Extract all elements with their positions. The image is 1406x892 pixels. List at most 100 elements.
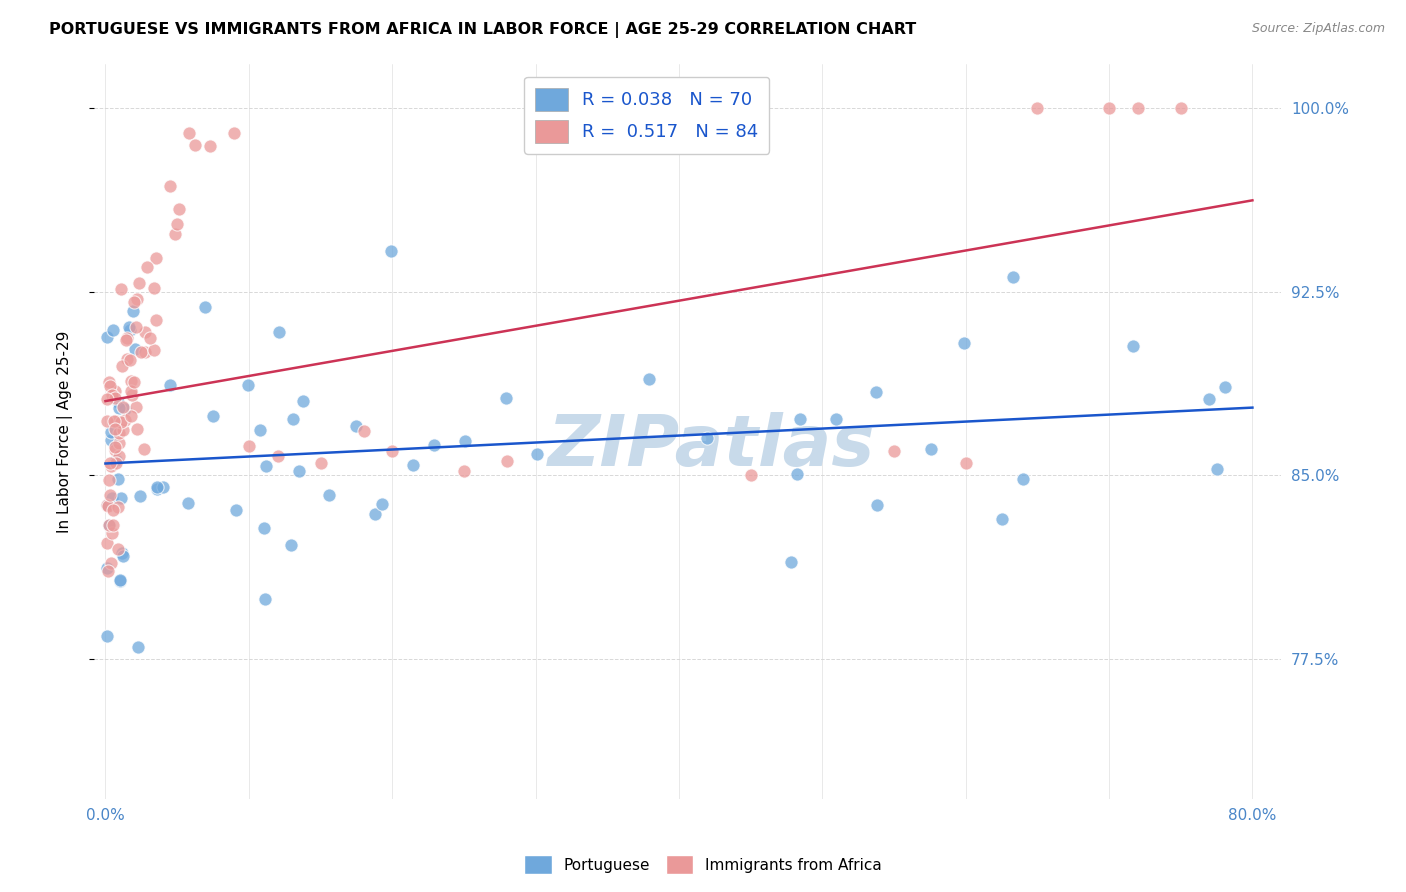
Point bbox=[110, 573, 132, 587]
Point bbox=[121, 384, 143, 399]
Point bbox=[127, 292, 149, 306]
Point bbox=[129, 345, 152, 359]
Point bbox=[1170, 101, 1192, 115]
Point bbox=[865, 384, 887, 399]
Point bbox=[135, 260, 157, 274]
Point bbox=[238, 439, 260, 453]
Point bbox=[381, 444, 404, 458]
Point bbox=[98, 376, 121, 390]
Point bbox=[138, 331, 160, 345]
Point bbox=[96, 629, 118, 643]
Point bbox=[225, 503, 247, 517]
Point bbox=[111, 546, 134, 560]
Point bbox=[253, 521, 276, 535]
Point bbox=[114, 413, 136, 427]
Point bbox=[1098, 101, 1121, 115]
Point bbox=[288, 464, 311, 478]
Point bbox=[364, 508, 387, 522]
Text: ZIPatlas: ZIPatlas bbox=[547, 411, 875, 481]
Point bbox=[96, 414, 118, 428]
Point bbox=[955, 456, 977, 470]
Point bbox=[114, 402, 136, 417]
Point bbox=[97, 474, 120, 488]
Point bbox=[526, 447, 548, 461]
Point bbox=[198, 139, 221, 153]
Point bbox=[318, 488, 340, 502]
Point bbox=[1001, 269, 1024, 284]
Point bbox=[118, 320, 141, 334]
Point bbox=[222, 126, 245, 140]
Point bbox=[146, 482, 169, 496]
Point bbox=[118, 323, 141, 337]
Point bbox=[128, 276, 150, 290]
Point bbox=[183, 138, 205, 153]
Point bbox=[112, 401, 135, 415]
Point bbox=[97, 518, 120, 533]
Point bbox=[344, 418, 367, 433]
Point bbox=[1213, 380, 1236, 394]
Point bbox=[166, 217, 188, 231]
Point bbox=[122, 376, 145, 390]
Point bbox=[100, 425, 122, 439]
Point bbox=[267, 325, 290, 339]
Point bbox=[696, 431, 718, 445]
Point bbox=[96, 535, 118, 549]
Point bbox=[97, 499, 120, 513]
Point bbox=[107, 542, 129, 557]
Point bbox=[167, 202, 190, 216]
Point bbox=[124, 400, 146, 414]
Point bbox=[163, 227, 186, 241]
Point bbox=[194, 301, 217, 315]
Point bbox=[104, 453, 127, 467]
Point bbox=[1026, 101, 1049, 115]
Point bbox=[105, 456, 128, 470]
Point bbox=[883, 444, 905, 458]
Point bbox=[371, 497, 394, 511]
Point bbox=[423, 438, 446, 452]
Point bbox=[115, 352, 138, 367]
Point bbox=[100, 459, 122, 474]
Point bbox=[103, 384, 125, 398]
Point bbox=[104, 443, 127, 458]
Point bbox=[453, 464, 475, 478]
Point bbox=[920, 442, 942, 457]
Point bbox=[108, 401, 131, 415]
Point bbox=[111, 423, 134, 437]
Point bbox=[127, 640, 149, 654]
Point bbox=[107, 472, 129, 486]
Point bbox=[1012, 472, 1035, 486]
Point bbox=[100, 378, 122, 392]
Point bbox=[1206, 462, 1229, 476]
Point bbox=[101, 491, 124, 506]
Point bbox=[120, 409, 142, 423]
Point bbox=[143, 281, 166, 295]
Point bbox=[96, 498, 118, 512]
Point bbox=[96, 392, 118, 407]
Point bbox=[152, 479, 174, 493]
Point bbox=[124, 342, 146, 356]
Point bbox=[98, 457, 121, 471]
Point bbox=[780, 555, 803, 569]
Point bbox=[98, 487, 121, 501]
Point bbox=[283, 412, 305, 426]
Point bbox=[110, 415, 132, 429]
Point bbox=[249, 424, 271, 438]
Point bbox=[254, 459, 277, 474]
Point bbox=[1122, 339, 1144, 353]
Point bbox=[107, 394, 129, 409]
Point bbox=[134, 345, 156, 359]
Point bbox=[254, 592, 277, 607]
Point bbox=[380, 244, 402, 258]
Point bbox=[353, 425, 375, 439]
Point bbox=[789, 412, 811, 426]
Point bbox=[104, 422, 127, 436]
Point bbox=[110, 491, 132, 505]
Point bbox=[146, 480, 169, 494]
Point bbox=[104, 440, 127, 454]
Point bbox=[111, 549, 134, 563]
Point bbox=[202, 409, 225, 423]
Point bbox=[496, 454, 519, 468]
Point bbox=[953, 336, 976, 351]
Point bbox=[121, 388, 143, 402]
Point bbox=[120, 374, 142, 388]
